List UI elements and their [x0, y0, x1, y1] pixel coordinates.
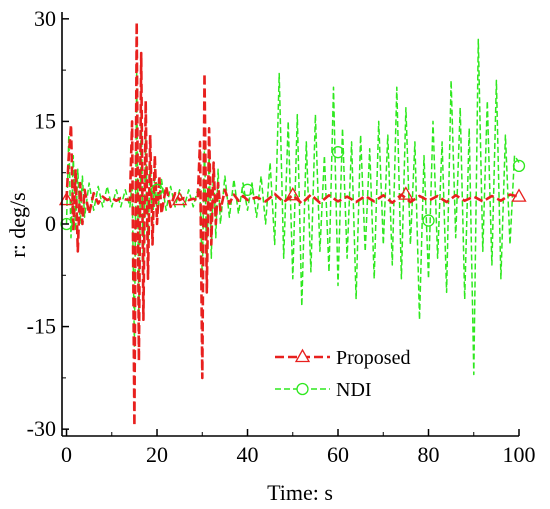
x-tick-label: 40 [237, 442, 259, 467]
plot-content [58, 21, 527, 427]
x-axis-title: Time: s [267, 480, 333, 505]
legend-marker-circle [296, 382, 309, 396]
x-tick-label: 60 [327, 442, 349, 467]
ndi-marker-4 [422, 214, 435, 227]
x-tick-label: 20 [146, 442, 168, 467]
proposed-marker-0 [58, 191, 75, 206]
y-tick-label: 30 [34, 6, 56, 31]
series-line-proposed [65, 21, 520, 427]
legend-label-ndi: NDI [336, 379, 372, 401]
y-tick-label: -15 [27, 314, 56, 339]
proposed-marker-4 [511, 188, 527, 202]
proposed-marker-3 [398, 186, 414, 200]
ndi-marker-5 [512, 159, 526, 173]
y-tick-label: 0 [45, 211, 56, 236]
ndi-marker-3 [331, 146, 345, 159]
x-tick-label: 0 [61, 442, 72, 467]
x-tick-label: 80 [418, 442, 440, 467]
legend-label-proposed: Proposed [336, 347, 410, 369]
ndi-marker-0 [60, 217, 73, 231]
legend: Proposed NDI [275, 347, 410, 401]
y-tick-label: -30 [27, 416, 56, 441]
x-tick-label: 100 [503, 442, 536, 467]
y-tick-label: 15 [34, 108, 56, 133]
series-line-ndi [65, 38, 520, 376]
y-axis-title: r: deg/s [5, 192, 30, 257]
proposed-marker-2 [285, 186, 301, 201]
proposed-marker-1 [172, 191, 188, 206]
legend-marker-triangle [294, 348, 311, 363]
ndi-marker-2 [241, 183, 254, 196]
ndi-marker-1 [150, 183, 164, 196]
